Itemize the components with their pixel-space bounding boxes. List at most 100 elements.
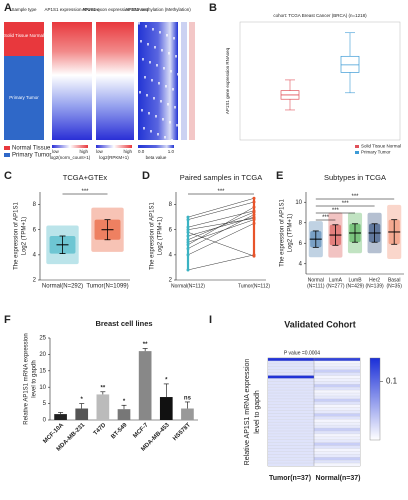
methylation-stripe (151, 79, 153, 82)
column-title: AP1S1 expression RNAseq (44, 7, 100, 12)
y-tick-label: 25 (39, 336, 46, 342)
colorbar (369, 357, 381, 441)
methylation-stripe (168, 52, 170, 55)
panel-label: A (4, 2, 12, 14)
normal-point (186, 240, 190, 244)
scale-high: 1.0 (168, 149, 175, 154)
heatmap-cell (268, 422, 314, 426)
methylation-stripe (176, 124, 178, 127)
y-axis-label: Relative AP1S1 mRNA expression (244, 359, 251, 466)
methylation-stripe (155, 115, 157, 118)
heatmap-cell (268, 363, 314, 367)
tumor-point (252, 216, 256, 220)
legend-swatch (4, 153, 10, 157)
y-tick-label: 2 (33, 278, 37, 284)
heatmap-cell (268, 430, 314, 434)
tumor-point (252, 254, 256, 258)
methylation-stripe (148, 112, 150, 115)
side-track (181, 22, 187, 140)
y-axis-label: level to gapdh (32, 360, 38, 397)
heatmap-cell (314, 448, 360, 452)
y-axis-label: The expression of AP1S1 (14, 201, 20, 269)
x-tick-label: Normal(n=37) (316, 475, 361, 482)
heatmap-cell (314, 410, 360, 414)
pair-line (187, 254, 255, 271)
heatmap-cell (268, 413, 314, 417)
heatmap-cell (314, 454, 360, 458)
tumor-point (252, 200, 256, 204)
x-tick-label: T47D (93, 422, 108, 437)
chart-title: cohort: TCGA Breast Cancer (BRCA) (n=121… (273, 13, 367, 18)
significance: ns (184, 396, 192, 402)
heatmap-cell (314, 413, 360, 417)
heatmap-cell (314, 457, 360, 461)
bar (54, 414, 67, 420)
heatmap-cell (268, 360, 314, 364)
heatmap-cell (268, 460, 314, 464)
x-tick-label: HS578T (172, 422, 192, 442)
heatmap-cell (268, 425, 314, 429)
panel-label: I (209, 314, 212, 326)
heatmap-cell (314, 407, 360, 411)
heatmap-cell (268, 381, 314, 385)
chart-title: Breast cell lines (95, 319, 152, 328)
x-tick-count: (N=277) (326, 283, 345, 289)
heatmap-cell (314, 387, 360, 391)
x-tick-label: Tumor(n=37) (269, 475, 311, 482)
pair-line (187, 231, 255, 257)
side-track (189, 22, 195, 140)
scale-low: low (52, 149, 60, 154)
y-tick-label: 5 (43, 401, 47, 407)
legend-swatch (355, 145, 359, 148)
box (340, 55, 360, 73)
heatmap-cell (314, 422, 360, 426)
legend-label: Solid Tissue Normal (361, 144, 401, 149)
methylation-stripe (160, 100, 162, 103)
pair-line (187, 211, 255, 241)
methylation-stripe (162, 118, 164, 121)
significance: ** (101, 385, 106, 391)
methylation-stripe (150, 130, 152, 133)
heatmap-cell (314, 384, 360, 388)
pair-line (187, 210, 255, 228)
y-axis-label: Log2 (TPM+1) (288, 214, 294, 253)
plot-frame (239, 21, 401, 141)
normal-point (186, 238, 190, 242)
significance: *** (342, 201, 350, 207)
legend-label: Primary Tumor (12, 153, 51, 159)
x-tick-label: LumA (329, 277, 343, 283)
heatmap-cell (268, 366, 314, 370)
y-axis-label: The expression of AP1S1 (150, 201, 156, 269)
y-tick-label: 6 (299, 241, 303, 247)
methylation-stripe (164, 136, 166, 139)
y-tick-label: 8 (169, 202, 173, 208)
heatmap-cell (314, 404, 360, 408)
heatmap-cell (268, 436, 314, 440)
heatmap-cell (314, 395, 360, 399)
methylation-stripe (167, 103, 169, 106)
panel-label: C (4, 170, 12, 182)
heatmap-cell (314, 390, 360, 394)
heatmap-cell (268, 442, 314, 446)
panel-label: E (276, 170, 283, 182)
heatmap-cell (314, 358, 360, 361)
significance: *** (332, 208, 340, 214)
heatmap-cell (268, 401, 314, 405)
scale-low: low (96, 149, 104, 154)
heatmap-cell (268, 372, 314, 376)
methylation-stripe (172, 88, 174, 91)
chart-title: Subtypes in TCGA (324, 173, 386, 182)
pair-line (187, 198, 255, 218)
heatmap-cell (268, 439, 314, 443)
x-tick-label: Tumor(N=112) (238, 283, 270, 289)
legend-swatch (4, 146, 10, 150)
methylation-stripe (170, 70, 172, 73)
heatmap-cell (314, 416, 360, 420)
scale-high: high (123, 149, 132, 154)
heatmap-cell (314, 460, 360, 464)
scale-gradient (138, 145, 174, 148)
bar (181, 408, 194, 420)
normal-point (186, 243, 190, 247)
tumor-point (252, 221, 256, 225)
